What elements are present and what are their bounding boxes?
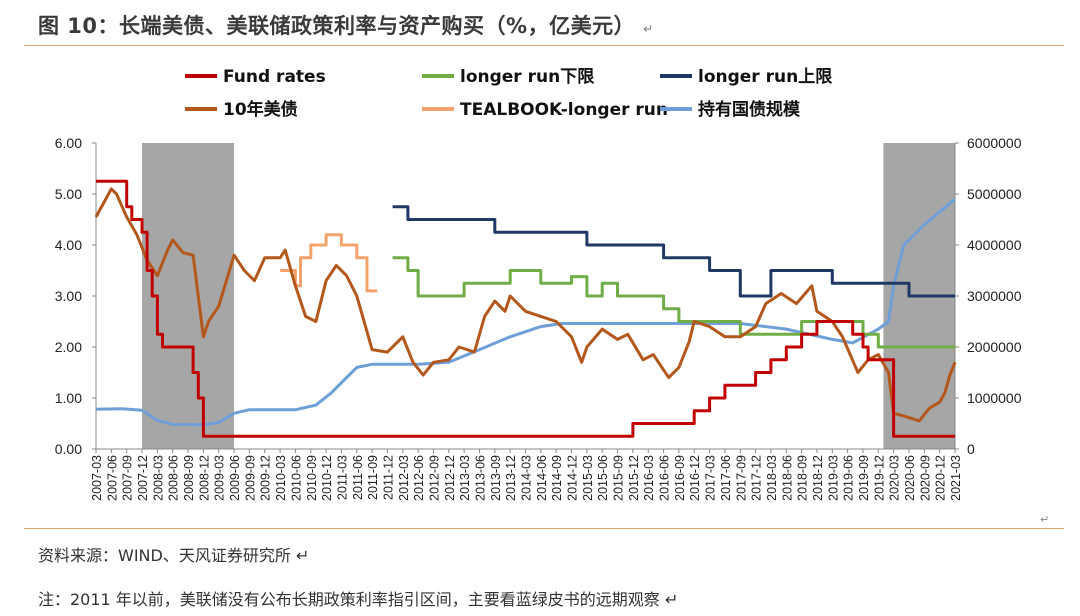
y2-tick-label: 5000000 xyxy=(967,186,1022,202)
y-tick-label: 5.00 xyxy=(55,186,82,202)
x-tick-label: 2011-12 xyxy=(381,455,395,500)
y2-tick-label: 3000000 xyxy=(967,288,1022,304)
x-tick-label: 2019-12 xyxy=(872,455,886,501)
x-tick-label: 2011-06 xyxy=(351,455,365,500)
y-tick-label: 2.00 xyxy=(55,339,82,355)
x-tick-label: 2010-12 xyxy=(320,455,334,501)
x-tick-label: 2016-12 xyxy=(688,455,702,501)
x-tick-label: 2020-06 xyxy=(903,455,917,501)
legend-label-ust10: 10年美债 xyxy=(223,99,298,120)
x-tick-label: 2009-03 xyxy=(213,455,227,501)
x-tick-label: 2010-03 xyxy=(274,455,288,501)
x-tick-label: 2013-09 xyxy=(489,455,503,501)
x-tick-label: 2014-03 xyxy=(520,455,534,501)
footer-divider xyxy=(24,528,1064,529)
y2-tick-label: 6000000 xyxy=(967,135,1022,151)
x-tick-label: 2007-12 xyxy=(136,455,150,501)
x-tick-label: 2012-09 xyxy=(427,455,441,501)
y2-tick-label: 1000000 xyxy=(967,390,1022,406)
x-tick-label: 2018-09 xyxy=(796,455,810,501)
x-tick-label: 2010-09 xyxy=(305,455,319,501)
x-tick-label: 2012-12 xyxy=(443,455,457,501)
x-tick-label: 2015-09 xyxy=(612,455,626,501)
x-tick-label: 2021-03 xyxy=(949,455,963,501)
x-tick-label: 2007-06 xyxy=(105,455,119,501)
y-tick-label: 3.00 xyxy=(55,288,82,304)
series-line-tealbook xyxy=(280,233,378,293)
chart: 0.00 1.00 2.00 3.00 4.00 5.00 6.00 0 1000000 2000… xyxy=(55,67,1022,501)
legend-label-longer-run-high: longer run上限 xyxy=(698,67,832,87)
x-tick-label: 2011-03 xyxy=(335,455,349,500)
x-tick-label: 2010-06 xyxy=(289,455,303,501)
x-tick-label: 2016-09 xyxy=(673,455,687,501)
x-tick-label: 2007-03 xyxy=(90,455,104,501)
x-tick-label: 2013-12 xyxy=(504,455,518,501)
y2-tick-label: 2000000 xyxy=(967,339,1022,355)
chart-title: 图 10：长端美债、美联储政策利率与资产购买（%，亿美元） ↵ xyxy=(38,10,654,40)
paragraph-mark-icon: ↵ xyxy=(643,22,654,36)
x-tick-label: 2018-03 xyxy=(765,455,779,501)
x-tick-label: 2015-06 xyxy=(596,455,610,501)
x-tick-label: 2014-06 xyxy=(535,455,549,501)
x-tick-label: 2013-06 xyxy=(473,455,487,501)
series-line-longer-run-low xyxy=(392,256,955,349)
x-tick-label: 2016-03 xyxy=(642,455,656,501)
x-tick-label: 2009-06 xyxy=(228,455,242,501)
x-tick-label: 2015-03 xyxy=(581,455,595,501)
x-tick-label: 2014-12 xyxy=(566,455,580,501)
x-tick-label: 2018-12 xyxy=(811,455,825,501)
x-tick-label: 2017-06 xyxy=(719,455,733,501)
x-tick-label: 2020-12 xyxy=(934,455,948,501)
chart-title-text: 图 10：长端美债、美联储政策利率与资产购买（%，亿美元） xyxy=(38,14,636,38)
x-tick-label: 2017-09 xyxy=(734,455,748,501)
x-tick-label: 2012-06 xyxy=(412,455,426,501)
x-tick-label: 2018-06 xyxy=(780,455,794,501)
x-tick-label: 2014-09 xyxy=(550,455,564,501)
series-line-longer-run-high xyxy=(392,205,955,298)
legend-label-fund-rates: Fund rates xyxy=(223,67,326,87)
series-line-fund-rates xyxy=(96,179,955,438)
x-tick-label: 2020-03 xyxy=(888,455,902,501)
x-tick-label: 2008-06 xyxy=(167,455,181,501)
x-tick-label: 2016-06 xyxy=(658,455,672,501)
source-note: 资料来源：WIND、天风证券研究所 ↵ xyxy=(38,546,310,565)
x-tick-label: 2009-12 xyxy=(259,455,273,501)
x-tick-label: 2008-12 xyxy=(197,455,211,501)
x-tick-label: 2017-03 xyxy=(704,455,718,501)
y2-tick-label: 4000000 xyxy=(967,237,1022,253)
x-tick-label: 2008-03 xyxy=(151,455,165,501)
x-tick-label: 2019-06 xyxy=(842,455,856,501)
x-tick-label: 2012-03 xyxy=(397,455,411,501)
x-tick-label: 2019-09 xyxy=(857,455,871,501)
x-tick-label: 2011-09 xyxy=(366,455,380,500)
x-tick-label: 2019-03 xyxy=(826,455,840,501)
paragraph-end-mark-icon: ↵ xyxy=(1040,513,1050,526)
y-tick-label: 4.00 xyxy=(55,237,82,253)
legend-label-longer-run-low: longer run下限 xyxy=(460,67,594,87)
footnote: 注：2011 年以前，美联储没有公布长期政策利率指引区间，主要看蓝绿皮书的远期观… xyxy=(38,590,679,609)
y-tick-label: 1.00 xyxy=(55,390,82,406)
x-tick-label: 2008-09 xyxy=(182,455,196,501)
y-tick-label: 0.00 xyxy=(55,441,82,457)
y2-tick-label: 0 xyxy=(967,441,975,457)
x-tick-label: 2009-09 xyxy=(243,455,257,501)
legend-label-holdings: 持有国债规模 xyxy=(698,99,801,120)
title-divider xyxy=(24,45,1064,46)
y-tick-label: 6.00 xyxy=(55,135,82,151)
x-tick-label: 2007-09 xyxy=(121,455,135,501)
x-tick-label: 2015-12 xyxy=(627,455,641,501)
x-tick-label: 2017-12 xyxy=(750,455,764,501)
legend-label-tealbook: TEALBOOK-longer run xyxy=(460,100,668,120)
x-tick-label: 2020-09 xyxy=(918,455,932,501)
x-tick-label: 2013-03 xyxy=(458,455,472,501)
